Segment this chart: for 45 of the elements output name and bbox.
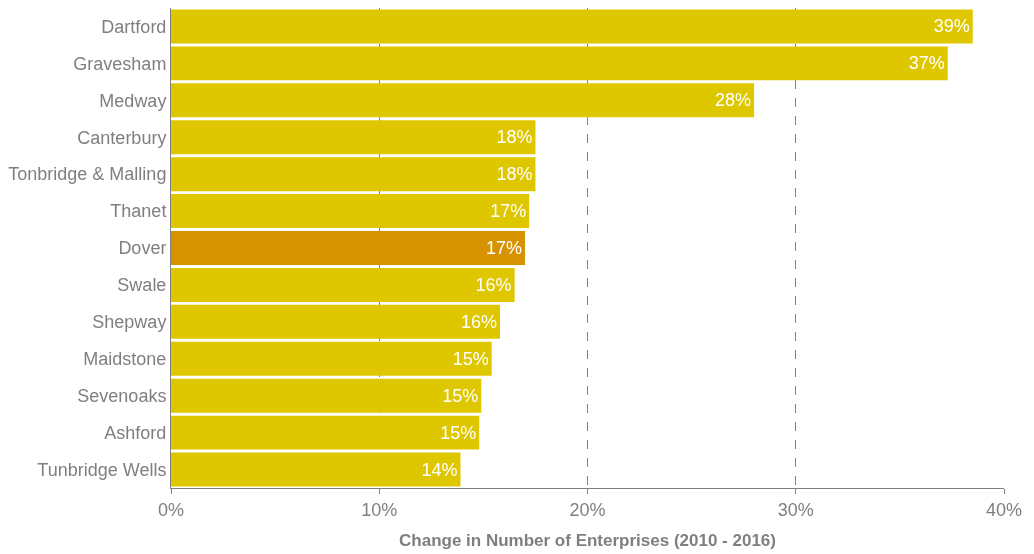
y-tick-label: Medway bbox=[99, 90, 167, 111]
data-label: 17% bbox=[490, 201, 527, 222]
data-label: 15% bbox=[452, 348, 489, 369]
data-label: 17% bbox=[486, 238, 523, 258]
x-tick-label: 10% bbox=[361, 499, 398, 520]
y-tick-label: Canterbury bbox=[77, 127, 167, 148]
y-tick-label: Maidstone bbox=[83, 349, 167, 370]
data-label: 15% bbox=[440, 422, 477, 443]
y-tick-label: Swale bbox=[117, 275, 167, 296]
y-tick-label: Gravesham bbox=[73, 53, 167, 74]
x-tick-label: 30% bbox=[777, 499, 814, 520]
bar bbox=[171, 415, 480, 450]
y-tick-label: Thanet bbox=[110, 201, 167, 222]
y-tick-label: Shepway bbox=[92, 312, 167, 333]
data-label: 16% bbox=[461, 311, 498, 332]
bar bbox=[171, 83, 755, 118]
bar bbox=[171, 452, 461, 487]
data-label: 14% bbox=[421, 459, 458, 480]
data-label: 37% bbox=[908, 53, 945, 74]
y-tick-label: Sevenoaks bbox=[77, 385, 167, 406]
y-tick-label: Tonbridge & Malling bbox=[8, 164, 167, 185]
data-label: 18% bbox=[496, 164, 533, 185]
bar bbox=[171, 341, 492, 376]
y-tick-label: Dover bbox=[118, 238, 167, 259]
x-tick-label: 0% bbox=[157, 499, 185, 520]
x-tick-label: 20% bbox=[569, 499, 606, 520]
data-label: 15% bbox=[442, 385, 479, 406]
data-label: 18% bbox=[496, 127, 533, 148]
bar bbox=[171, 267, 515, 302]
data-label: 16% bbox=[475, 274, 512, 295]
bar bbox=[171, 231, 526, 265]
y-tick-label: Tunbridge Wells bbox=[37, 459, 167, 480]
bar bbox=[171, 157, 536, 192]
data-label: 28% bbox=[715, 90, 752, 111]
y-tick-label: Ashford bbox=[104, 422, 167, 443]
bar bbox=[171, 304, 501, 339]
data-label: 39% bbox=[933, 16, 970, 37]
bar bbox=[171, 46, 948, 81]
bar bbox=[171, 9, 973, 44]
x-tick-label: 40% bbox=[985, 499, 1023, 520]
y-tick-label: Dartford bbox=[101, 16, 167, 37]
bar bbox=[171, 120, 536, 155]
bar bbox=[171, 378, 482, 413]
bar bbox=[171, 194, 530, 229]
x-axis-title: Change in Number of Enterprises (2010 - 2016) bbox=[399, 531, 776, 550]
